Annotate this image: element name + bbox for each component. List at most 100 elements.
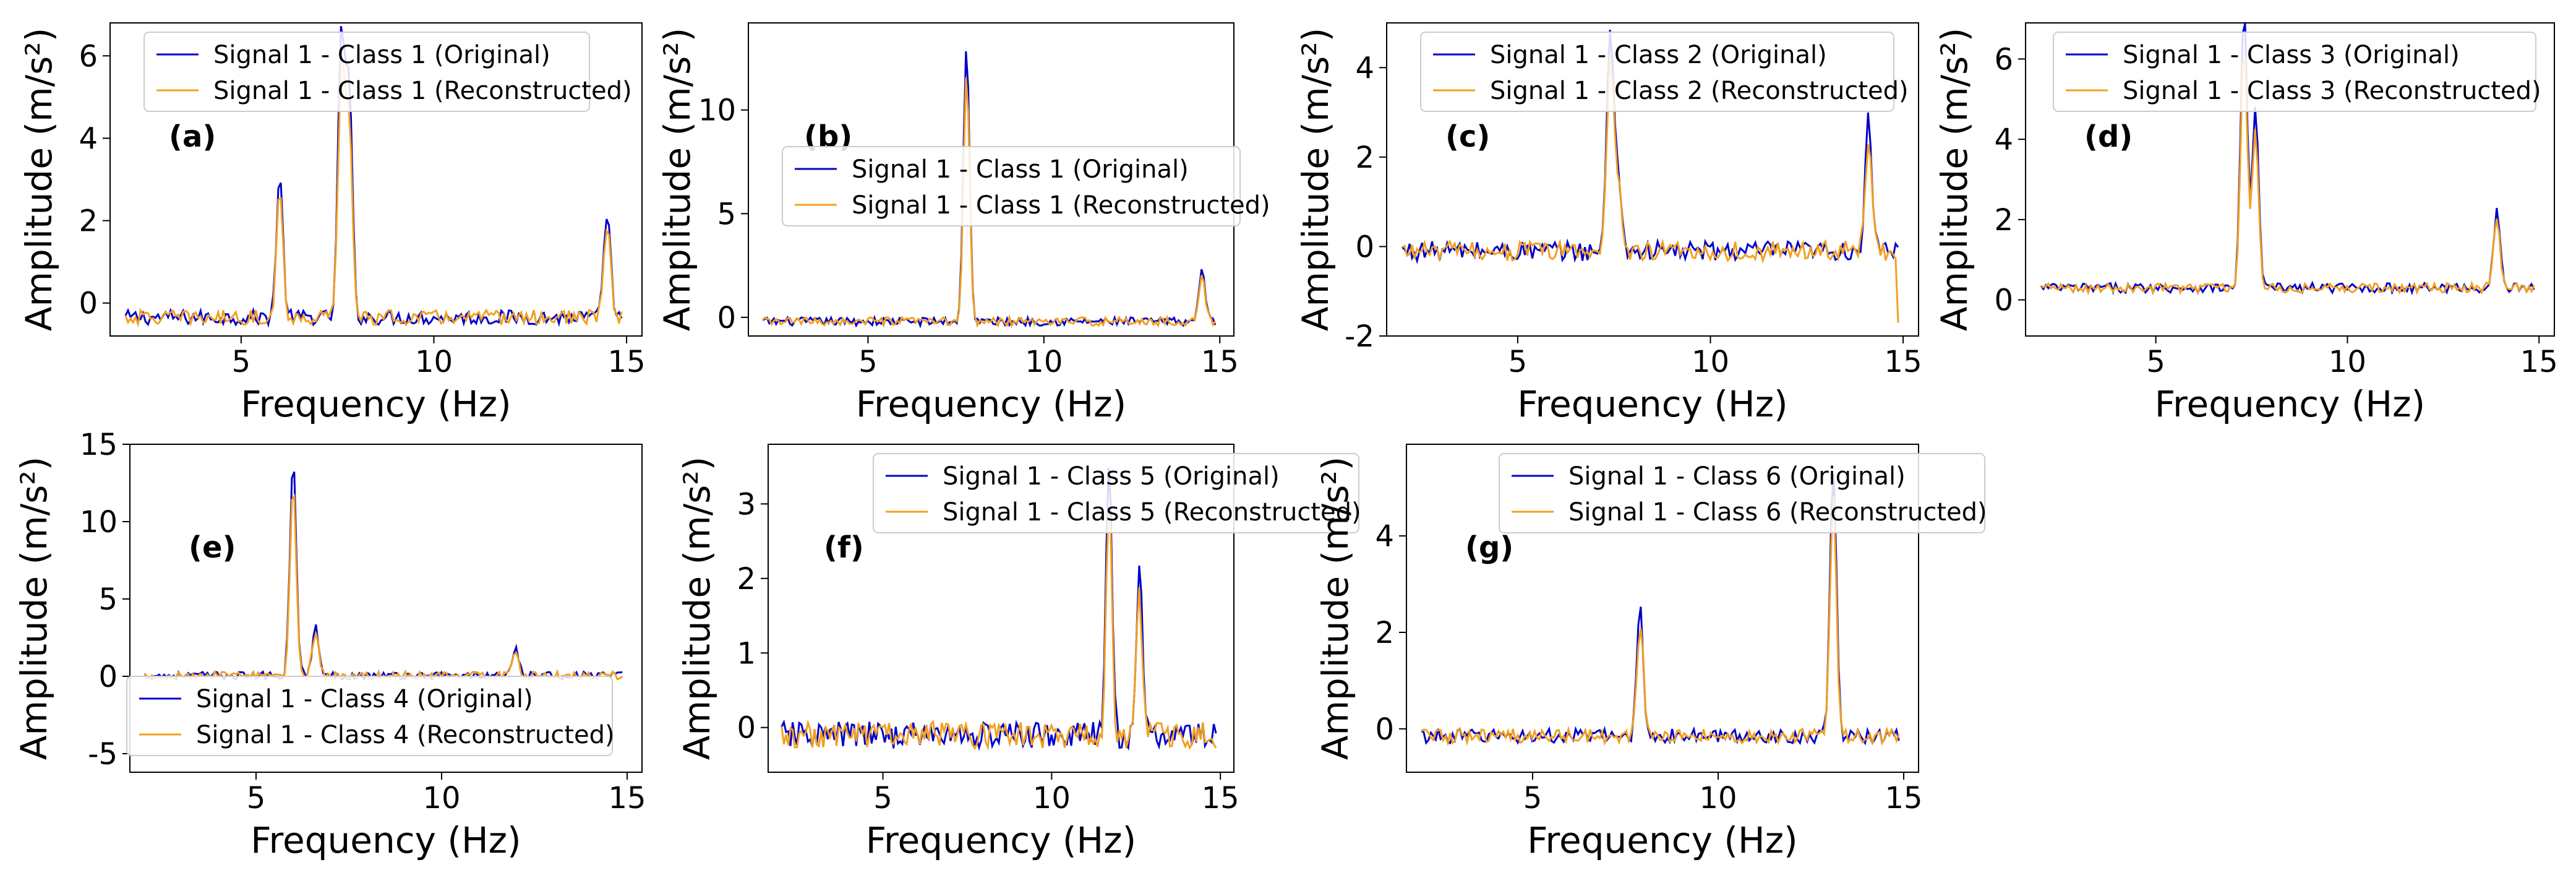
x-axis-label: Frequency (Hz) <box>2155 383 2425 425</box>
x-tick-label: 5 <box>232 345 251 379</box>
chart-panel-d: 5 10 15 0 2 4 6 Frequency (Hz) Amplitude (m/s²) (… <box>1933 22 2558 425</box>
x-tick-label: 10 <box>1692 345 1729 379</box>
plot-frame <box>1406 444 1919 773</box>
y-tick-label: 5 <box>717 197 736 231</box>
chart-panel-g: 5 10 15 0 2 4 Frequency (Hz) Amplitude (m/s²) (g… <box>1314 444 1987 861</box>
y-tick-label: 0 <box>79 286 98 321</box>
x-tick-label: 15 <box>608 345 646 379</box>
y-axis-label: Amplitude (m/s²) <box>18 28 60 331</box>
legend-entry: Signal 1 - Class 2 (Original) <box>1490 41 1827 69</box>
y-tick-label: 4 <box>1994 123 2013 157</box>
plot-frame <box>129 444 643 773</box>
y-tick-label: 2 <box>1994 203 2013 238</box>
y-tick-label: 2 <box>79 204 98 239</box>
y-tick-label: 0 <box>1375 712 1394 747</box>
x-tick-label: 5 <box>1523 781 1543 816</box>
series-line-reconstructed <box>2040 58 2535 296</box>
x-tick-label: 5 <box>247 781 266 816</box>
series-line-reconstructed <box>124 59 623 328</box>
x-tick-label: 5 <box>858 345 878 379</box>
y-tick-label: 2 <box>1375 616 1394 650</box>
y-tick-label: 4 <box>79 121 98 156</box>
x-tick-label: 10 <box>2329 345 2366 379</box>
x-tick-label: 15 <box>1885 781 1922 816</box>
legend-entry: Signal 1 - Class 5 (Reconstructed) <box>943 498 1361 527</box>
series-line-reconstructed <box>781 509 1217 751</box>
x-tick-label: 5 <box>2146 345 2165 379</box>
legend-box <box>143 32 590 112</box>
y-tick-label: 10 <box>80 505 118 540</box>
y-tick-label: -5 <box>88 737 118 772</box>
legend-entry: Signal 1 - Class 1 (Reconstructed) <box>213 77 632 105</box>
series-line-original <box>143 471 623 682</box>
chart-panel-e: 5 10 15 -5 0 5 10 15 Frequency (Hz) Amplitude (m/… <box>13 428 646 861</box>
legend-entry: Signal 1 - Class 5 (Original) <box>943 462 1280 491</box>
y-tick-label: 3 <box>737 487 756 522</box>
y-axis-label: Amplitude (m/s²) <box>1294 28 1337 331</box>
x-axis-label: Frequency (Hz) <box>250 819 521 861</box>
x-axis-label: Frequency (Hz) <box>1527 819 1797 861</box>
plot-frame <box>1386 22 1919 337</box>
panel-label: (a) <box>169 119 216 154</box>
x-tick-label: 5 <box>873 781 892 816</box>
plot-frame <box>109 22 643 337</box>
x-axis-label: Frequency (Hz) <box>241 383 511 425</box>
legend-box <box>873 453 1359 533</box>
y-tick-label: 4 <box>1355 51 1374 85</box>
legend-entry: Signal 1 - Class 3 (Reconstructed) <box>2123 77 2541 105</box>
x-tick-label: 10 <box>415 345 453 379</box>
x-tick-label: 15 <box>2520 345 2558 379</box>
y-tick-label: 1 <box>737 636 756 671</box>
legend-entry: Signal 1 - Class 6 (Reconstructed) <box>1568 498 1987 527</box>
y-tick-label: 5 <box>98 582 118 617</box>
x-tick-label: 10 <box>1033 781 1071 816</box>
series-line-reconstructed <box>761 77 1217 329</box>
y-tick-label: 0 <box>98 660 118 694</box>
x-tick-label: 5 <box>1508 345 1528 379</box>
y-tick-label: 0 <box>1355 230 1374 264</box>
y-tick-label: 2 <box>737 562 756 597</box>
legend-box <box>1420 32 1894 112</box>
legend-box <box>126 676 613 756</box>
legend-box <box>2053 32 2536 112</box>
y-tick-label: 4 <box>1375 519 1394 554</box>
y-tick-label: 10 <box>698 93 736 128</box>
panel-label: (c) <box>1445 119 1490 154</box>
y-axis-label: Amplitude (m/s²) <box>656 28 698 331</box>
y-tick-label: 15 <box>80 428 118 462</box>
legend-box <box>1499 453 1985 533</box>
legend-entry: Signal 1 - Class 4 (Reconstructed) <box>196 721 615 749</box>
y-axis-label: Amplitude (m/s²) <box>676 457 718 760</box>
legend-entry: Signal 1 - Class 6 (Original) <box>1568 462 1906 491</box>
x-axis-label: Frequency (Hz) <box>866 819 1136 861</box>
legend-entry: Signal 1 - Class 1 (Original) <box>213 41 550 69</box>
x-tick-label: 15 <box>1885 345 1922 379</box>
y-tick-label: 6 <box>1994 42 2013 77</box>
y-axis-label: Amplitude (m/s²) <box>1933 28 1975 331</box>
plot-frame <box>768 444 1235 773</box>
x-axis-label: Frequency (Hz) <box>856 383 1126 425</box>
panel-label: (d) <box>2084 119 2133 154</box>
y-tick-label: 0 <box>737 711 756 746</box>
y-axis-label: Amplitude (m/s²) <box>1314 457 1356 760</box>
chart-panel-f: 5 10 15 0 1 2 3 Frequency (Hz) Amplitude (m/s²) (… <box>676 444 1361 861</box>
series-line-reconstructed <box>1421 496 1900 747</box>
x-tick-label: 10 <box>1025 345 1063 379</box>
y-axis-label: Amplitude (m/s²) <box>13 457 55 760</box>
chart-panel-c: 5 10 15 -2 0 2 4 Frequency (Hz) Amplitude (m/s²)… <box>1294 22 1922 425</box>
legend-entry: Signal 1 - Class 1 (Original) <box>852 155 1189 184</box>
x-tick-label: 10 <box>422 781 460 816</box>
panel-label: (e) <box>189 530 236 565</box>
y-tick-label: 6 <box>79 39 98 74</box>
series-line-reconstructed <box>143 493 623 683</box>
legend-entry: Signal 1 - Class 2 (Reconstructed) <box>1490 77 1909 105</box>
y-tick-label: -2 <box>1345 319 1374 354</box>
x-tick-label: 10 <box>1699 781 1737 816</box>
legend-entry: Signal 1 - Class 1 (Reconstructed) <box>852 191 1270 220</box>
legend-entry: Signal 1 - Class 3 (Original) <box>2123 41 2460 69</box>
legend-entry: Signal 1 - Class 4 (Original) <box>196 685 533 713</box>
x-tick-label: 15 <box>608 781 646 816</box>
panel-label: (g) <box>1465 530 1513 565</box>
